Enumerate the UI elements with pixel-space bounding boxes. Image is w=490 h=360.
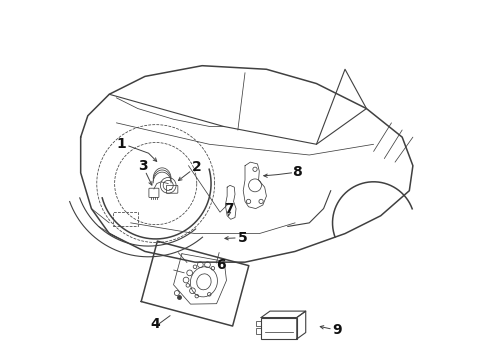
Text: 9: 9 [332,323,342,337]
Text: 6: 6 [216,258,225,272]
Text: 7: 7 [224,202,234,216]
Bar [261,318,297,339]
Bar [113,212,138,226]
Text: 8: 8 [292,165,302,179]
Text: 2: 2 [192,161,202,175]
Text: 3: 3 [138,159,148,174]
Bar [256,321,261,327]
Text: 1: 1 [117,137,126,151]
Text: 5: 5 [238,231,248,245]
Text: 4: 4 [150,316,160,330]
Bar [256,328,261,334]
